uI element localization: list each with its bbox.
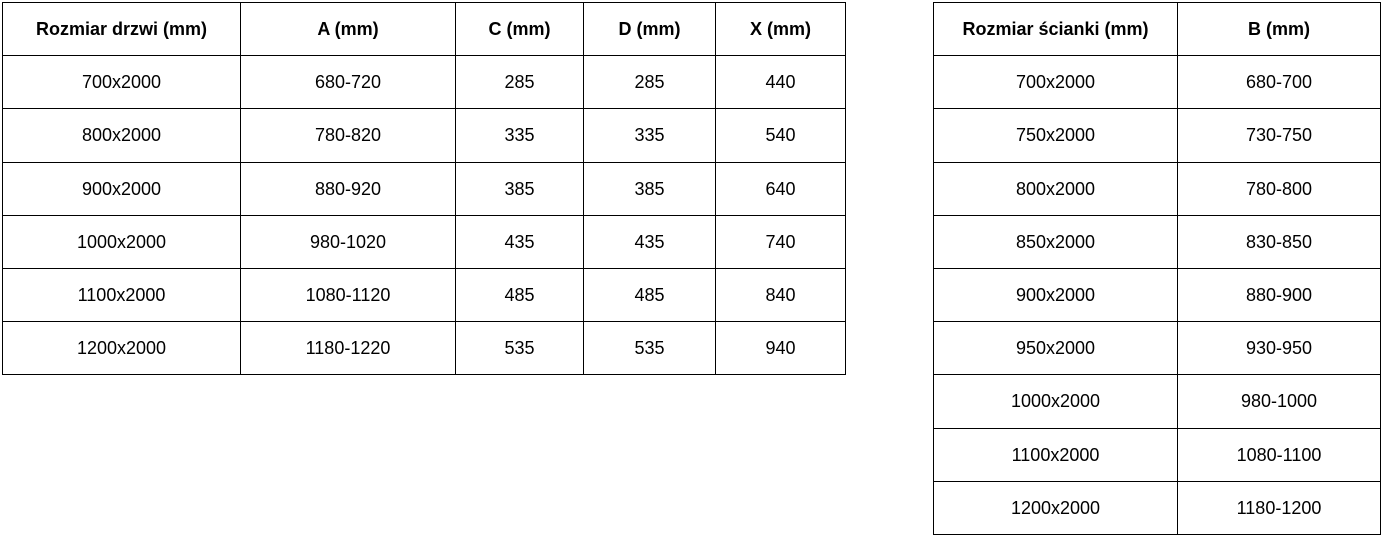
table-cell: 535 <box>583 321 716 376</box>
table-cell: 800x2000 <box>933 161 1178 216</box>
table-cell: 940 <box>715 321 846 376</box>
table-cell: 740 <box>715 214 846 269</box>
table-cell: 950x2000 <box>933 321 1178 376</box>
column-header: C (mm) <box>455 1 584 57</box>
table-cell: 335 <box>455 108 584 163</box>
table-cell: 1180-1220 <box>240 321 456 376</box>
table-row: 1000x2000 980-1000 <box>933 374 1381 429</box>
table-cell: 930-950 <box>1177 321 1381 376</box>
table-cell: 840 <box>715 267 846 323</box>
table-row: 800x2000 780-800 <box>933 161 1381 216</box>
table-cell: 780-800 <box>1177 161 1381 216</box>
table-cell: 435 <box>583 214 716 269</box>
column-header: A (mm) <box>240 1 456 57</box>
table-row: 1100x2000 1080-1120 485 485 840 <box>2 267 846 323</box>
table-cell: 1080-1120 <box>240 267 456 323</box>
table-cell: 485 <box>583 267 716 323</box>
table-row: 1200x2000 1180-1200 <box>933 480 1381 535</box>
door-sizes-table-body: 700x2000 680-720 285 285 440 800x2000 780-820 3… <box>2 55 846 376</box>
table-row: 800x2000 780-820 335 335 540 <box>2 108 846 163</box>
table-row: 900x2000 880-900 <box>933 267 1381 323</box>
table-cell: 285 <box>583 55 716 110</box>
table-cell: 485 <box>455 267 584 323</box>
table-cell: 335 <box>583 108 716 163</box>
table-cell: 385 <box>583 161 716 216</box>
table-cell: 850x2000 <box>933 214 1178 269</box>
table-cell: 680-700 <box>1177 55 1381 110</box>
table-row: 700x2000 680-720 285 285 440 <box>2 55 846 110</box>
table-cell: 830-850 <box>1177 214 1381 269</box>
column-header: X (mm) <box>715 1 846 57</box>
table-cell: 800x2000 <box>2 108 241 163</box>
table-row: 1100x2000 1080-1100 <box>933 427 1381 482</box>
column-header: Rozmiar drzwi (mm) <box>2 1 241 57</box>
wall-panel-sizes-table-body: 700x2000 680-700 750x2000 730-750 800x2000 78… <box>933 55 1381 535</box>
table-cell: 880-900 <box>1177 267 1381 323</box>
table-row: 850x2000 830-850 <box>933 214 1381 269</box>
table-row: 700x2000 680-700 <box>933 55 1381 110</box>
table-cell: 900x2000 <box>2 161 241 216</box>
table-cell: 435 <box>455 214 584 269</box>
table-cell: 1200x2000 <box>2 321 241 376</box>
table-cell: 535 <box>455 321 584 376</box>
table-cell: 1100x2000 <box>933 427 1178 482</box>
table-cell: 1180-1200 <box>1177 480 1381 535</box>
column-header: B (mm) <box>1177 1 1381 57</box>
header-row: Rozmiar drzwi (mm) A (mm) C (mm) D (mm) X (m… <box>2 1 846 57</box>
table-cell: 440 <box>715 55 846 110</box>
door-sizes-table: Rozmiar drzwi (mm) A (mm) C (mm) D (mm) X (m… <box>2 1 846 376</box>
table-cell: 680-720 <box>240 55 456 110</box>
table-row: 900x2000 880-920 385 385 640 <box>2 161 846 216</box>
table-cell: 1200x2000 <box>933 480 1178 535</box>
table-row: 950x2000 930-950 <box>933 321 1381 376</box>
table-cell: 1080-1100 <box>1177 427 1381 482</box>
table-cell: 540 <box>715 108 846 163</box>
table-cell: 285 <box>455 55 584 110</box>
column-header: Rozmiar ścianki (mm) <box>933 1 1178 57</box>
wall-panel-sizes-table: Rozmiar ścianki (mm) B (mm) 700x2000 680-7… <box>933 1 1381 535</box>
table-cell: 730-750 <box>1177 108 1381 163</box>
table-cell: 1000x2000 <box>2 214 241 269</box>
table-cell: 640 <box>715 161 846 216</box>
table-cell: 780-820 <box>240 108 456 163</box>
table-cell: 980-1020 <box>240 214 456 269</box>
table-cell: 700x2000 <box>933 55 1178 110</box>
table-cell: 385 <box>455 161 584 216</box>
door-sizes-table-header: Rozmiar drzwi (mm) A (mm) C (mm) D (mm) X (m… <box>2 1 846 57</box>
column-header: D (mm) <box>583 1 716 57</box>
table-row: 750x2000 730-750 <box>933 108 1381 163</box>
table-row: 1200x2000 1180-1220 535 535 940 <box>2 321 846 376</box>
table-cell: 700x2000 <box>2 55 241 110</box>
header-row: Rozmiar ścianki (mm) B (mm) <box>933 1 1381 57</box>
table-cell: 880-920 <box>240 161 456 216</box>
table-cell: 1000x2000 <box>933 374 1178 429</box>
table-cell: 1100x2000 <box>2 267 241 323</box>
wall-panel-sizes-table-header: Rozmiar ścianki (mm) B (mm) <box>933 1 1381 57</box>
table-cell: 980-1000 <box>1177 374 1381 429</box>
table-cell: 750x2000 <box>933 108 1178 163</box>
table-row: 1000x2000 980-1020 435 435 740 <box>2 214 846 269</box>
table-cell: 900x2000 <box>933 267 1178 323</box>
